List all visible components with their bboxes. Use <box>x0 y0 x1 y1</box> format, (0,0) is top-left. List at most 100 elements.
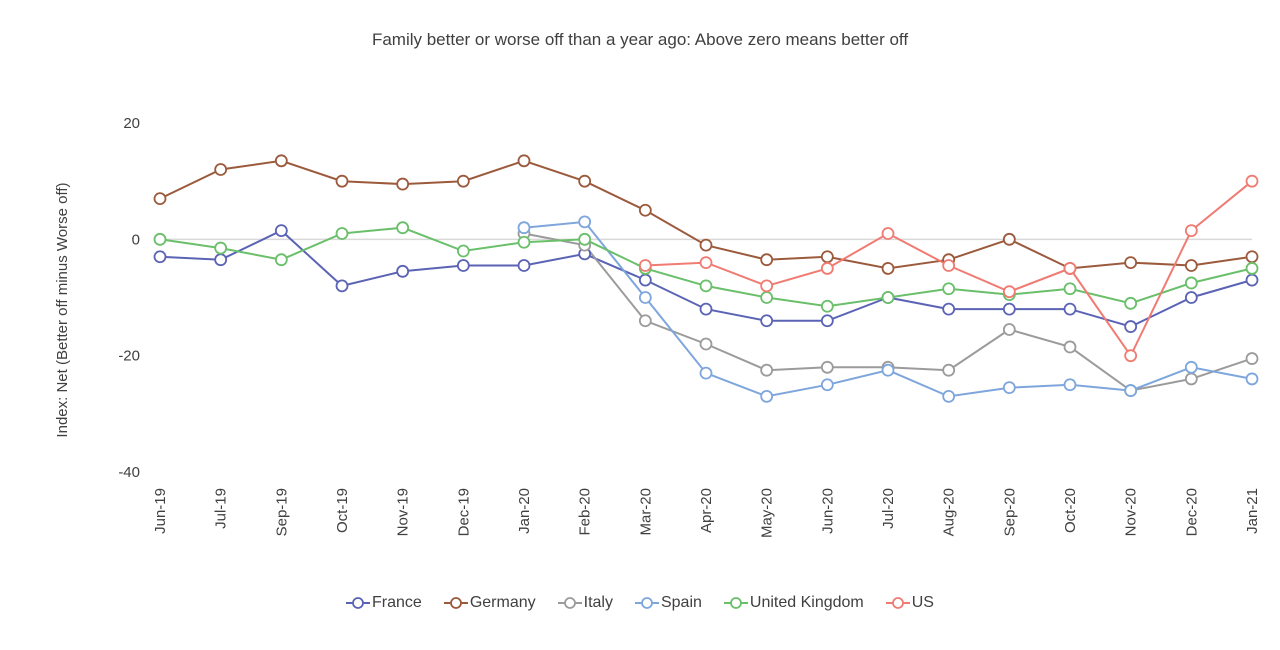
data-point-france[interactable] <box>517 259 531 272</box>
data-point-france[interactable] <box>214 253 228 267</box>
data-point-germany[interactable] <box>1184 259 1198 272</box>
data-point-germany[interactable] <box>881 262 895 275</box>
data-point-us[interactable] <box>1124 349 1138 363</box>
x-tick-label: Sep-20 <box>1001 488 1018 536</box>
data-point-spain[interactable] <box>638 291 652 304</box>
data-point-us[interactable] <box>881 227 895 240</box>
data-point-france[interactable] <box>942 302 956 316</box>
data-point-us[interactable] <box>1063 262 1077 275</box>
data-point-germany[interactable] <box>1124 256 1138 270</box>
data-point-france[interactable] <box>820 314 834 328</box>
data-point-germany[interactable] <box>1245 250 1259 264</box>
data-point-united-kingdom[interactable] <box>1063 282 1077 296</box>
data-point-france[interactable] <box>1002 302 1016 316</box>
data-point-united-kingdom[interactable] <box>335 227 349 240</box>
data-point-spain[interactable] <box>881 363 895 377</box>
data-point-italy[interactable] <box>942 363 956 377</box>
data-point-france[interactable] <box>335 279 349 293</box>
data-point-germany[interactable] <box>456 174 470 188</box>
legend-label: Germany <box>469 594 536 611</box>
legend-item-us[interactable]: US <box>885 594 934 612</box>
x-tick-label: May-20 <box>759 488 776 538</box>
data-point-germany[interactable] <box>638 203 652 217</box>
data-point-united-kingdom[interactable] <box>881 291 895 304</box>
data-point-germany[interactable] <box>335 174 349 188</box>
data-point-italy[interactable] <box>1002 323 1016 336</box>
data-point-united-kingdom[interactable] <box>942 282 956 296</box>
data-point-spain[interactable] <box>1124 384 1138 397</box>
data-point-us[interactable] <box>638 259 652 272</box>
data-point-united-kingdom[interactable] <box>760 291 774 304</box>
x-tick-label: Apr-20 <box>698 488 715 533</box>
data-point-united-kingdom[interactable] <box>153 232 167 246</box>
data-point-germany[interactable] <box>1002 232 1016 246</box>
x-tick-label: Mar-20 <box>637 488 654 536</box>
data-point-germany[interactable] <box>396 177 410 191</box>
data-point-france[interactable] <box>1184 291 1198 304</box>
legend-label: France <box>372 594 422 611</box>
legend-marker-icon <box>885 597 910 609</box>
data-point-spain[interactable] <box>942 389 956 403</box>
data-point-germany[interactable] <box>578 174 592 188</box>
data-point-united-kingdom[interactable] <box>274 253 288 267</box>
data-point-united-kingdom[interactable] <box>699 279 713 293</box>
data-point-us[interactable] <box>820 262 834 275</box>
legend-item-france[interactable]: France <box>346 594 422 612</box>
data-point-us[interactable] <box>942 259 956 272</box>
data-point-france[interactable] <box>1063 302 1077 316</box>
data-point-united-kingdom[interactable] <box>456 244 470 258</box>
data-point-spain[interactable] <box>1184 360 1198 374</box>
data-point-united-kingdom[interactable] <box>517 235 531 249</box>
data-point-france[interactable] <box>1245 273 1259 287</box>
data-point-us[interactable] <box>699 256 713 270</box>
data-point-spain[interactable] <box>1245 372 1259 386</box>
data-point-italy[interactable] <box>1184 372 1198 386</box>
data-point-germany[interactable] <box>517 154 531 168</box>
data-point-italy[interactable] <box>760 363 774 377</box>
data-point-us[interactable] <box>1245 174 1259 188</box>
legend-marker-icon <box>443 597 468 609</box>
data-point-italy[interactable] <box>638 314 652 328</box>
data-point-united-kingdom[interactable] <box>820 299 834 313</box>
data-point-spain[interactable] <box>578 215 592 229</box>
legend: France Germany Italy Spain United Kingdom US <box>0 594 1280 612</box>
data-point-italy[interactable] <box>699 337 713 351</box>
data-point-us[interactable] <box>1002 285 1016 299</box>
data-point-spain[interactable] <box>760 389 774 403</box>
data-point-italy[interactable] <box>820 360 834 374</box>
legend-item-germany[interactable]: Germany <box>443 594 536 612</box>
legend-item-united-kingdom[interactable]: United Kingdom <box>723 594 864 612</box>
data-point-france[interactable] <box>638 273 652 287</box>
data-point-germany[interactable] <box>153 192 167 206</box>
data-point-france[interactable] <box>699 302 713 316</box>
data-point-france[interactable] <box>456 259 470 272</box>
data-point-france[interactable] <box>760 314 774 328</box>
data-point-united-kingdom[interactable] <box>1124 296 1138 310</box>
data-point-france[interactable] <box>274 224 288 238</box>
x-tick-label: Jun-19 <box>152 488 169 534</box>
data-point-spain[interactable] <box>517 221 531 235</box>
data-point-france[interactable] <box>1124 320 1138 333</box>
data-point-germany[interactable] <box>820 250 834 264</box>
data-point-spain[interactable] <box>699 366 713 380</box>
data-point-us[interactable] <box>1184 224 1198 238</box>
data-point-germany[interactable] <box>760 253 774 267</box>
data-point-united-kingdom[interactable] <box>1184 276 1198 290</box>
data-point-italy[interactable] <box>1245 352 1259 365</box>
data-point-germany[interactable] <box>274 154 288 168</box>
data-point-united-kingdom[interactable] <box>396 221 410 235</box>
data-point-france[interactable] <box>153 250 167 264</box>
data-point-italy[interactable] <box>1063 340 1077 354</box>
legend-item-spain[interactable]: Spain <box>634 594 702 612</box>
data-point-united-kingdom[interactable] <box>578 232 592 246</box>
data-point-spain[interactable] <box>820 378 834 392</box>
data-point-united-kingdom[interactable] <box>214 241 228 255</box>
data-point-germany[interactable] <box>214 163 228 176</box>
legend-item-italy[interactable]: Italy <box>557 594 613 612</box>
data-point-united-kingdom[interactable] <box>1245 262 1259 275</box>
data-point-spain[interactable] <box>1063 378 1077 392</box>
data-point-spain[interactable] <box>1002 381 1016 395</box>
data-point-germany[interactable] <box>699 238 713 252</box>
data-point-us[interactable] <box>760 279 774 293</box>
data-point-france[interactable] <box>396 264 410 278</box>
